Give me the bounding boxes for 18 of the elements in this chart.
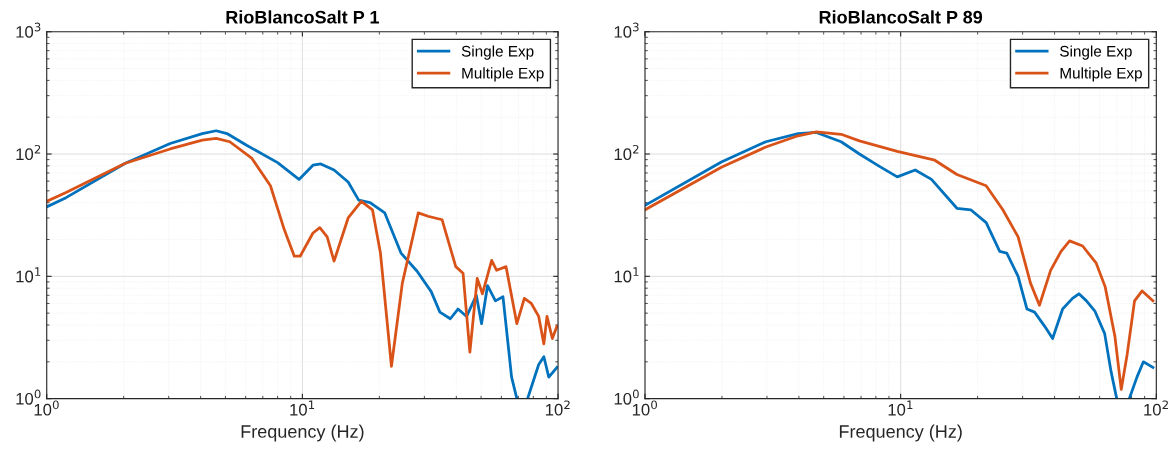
x-axis-title: Frequency (Hz)	[839, 424, 962, 442]
legend-label: Single Exp	[1060, 45, 1132, 60]
x-axis-title: Frequency (Hz)	[241, 424, 364, 442]
legend-label: Multiple Exp	[1060, 67, 1142, 82]
legend-label: Single Exp	[461, 45, 534, 60]
y-tick-label: 10$^{2}$	[614, 144, 639, 161]
y-tick-label: 10$^{1}$	[16, 267, 41, 283]
y-tick-label: 10$^{2}$	[16, 144, 41, 161]
x-tick-label: 10$^{2}$	[1144, 400, 1168, 416]
y-tick-label: 10$^{3}$	[16, 22, 41, 38]
y-tick-label: 10$^{1}$	[614, 267, 639, 283]
x-tick-label: 10$^{1}$	[290, 400, 315, 416]
legend-label: Multiple Exp	[462, 67, 544, 82]
y-tick-label: 10$^{3}$	[614, 22, 639, 38]
chart-title: RioBlancoSalt P 1	[226, 10, 379, 24]
x-tick-label: 10$^{1}$	[888, 400, 913, 416]
x-tick-label: 10$^{2}$	[545, 400, 570, 416]
chart-title: RioBlancoSalt P 89	[819, 10, 983, 24]
